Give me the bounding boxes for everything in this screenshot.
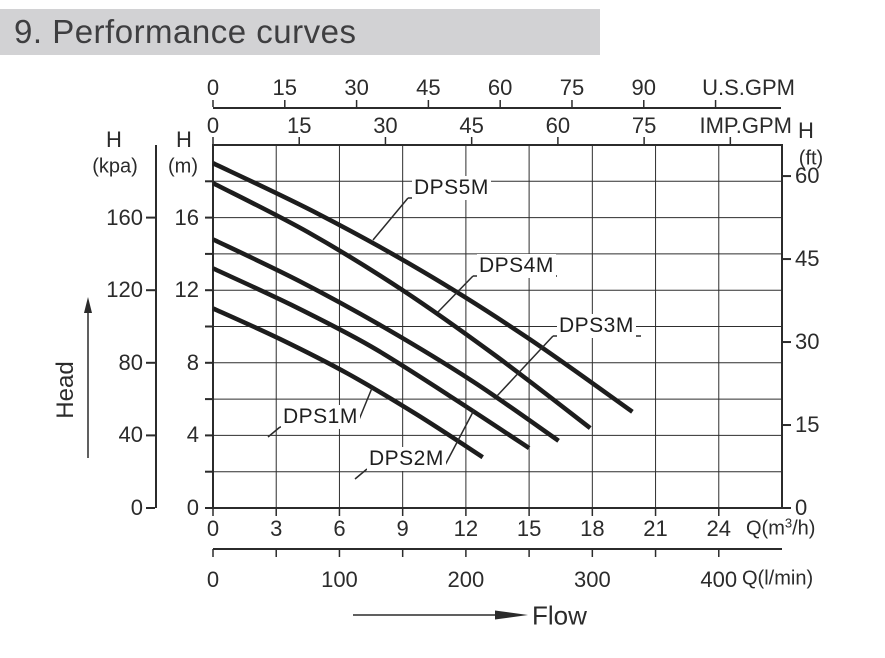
lmin-axis-unit: Q(l/min) bbox=[742, 567, 814, 590]
tick-label: 18 bbox=[580, 516, 605, 541]
tick-label: 80 bbox=[118, 349, 143, 375]
tick-label: 400 bbox=[700, 567, 738, 592]
tick-label: 9 bbox=[396, 516, 409, 541]
tick-label: 21 bbox=[643, 516, 668, 541]
tick-label: 15 bbox=[286, 113, 312, 138]
tick-label: 6 bbox=[333, 516, 346, 541]
m-axis-unit: (m) bbox=[168, 155, 198, 178]
tick-label: 8 bbox=[186, 349, 199, 375]
ft-axis-unit: (ft) bbox=[798, 147, 824, 170]
tick-label: 15 bbox=[516, 516, 542, 541]
tick-label: 0 bbox=[206, 75, 220, 100]
curve-dps2m bbox=[212, 266, 531, 450]
curve-label-dps4m: DPS4M bbox=[477, 254, 556, 278]
section-title-bar: 9. Performance curves bbox=[0, 9, 600, 55]
kpa-axis-symbol: H bbox=[106, 127, 122, 152]
tick-label: 15 bbox=[795, 412, 820, 438]
tick-label: 0 bbox=[186, 495, 199, 520]
tick-label: 40 bbox=[118, 422, 143, 448]
tick-label: 90 bbox=[631, 75, 657, 100]
tick-label: 160 bbox=[106, 204, 143, 230]
curve-label-dps5m: DPS5M bbox=[412, 176, 491, 200]
tick-label: 30 bbox=[344, 75, 369, 100]
page-title: 9. Performance curves bbox=[14, 13, 357, 50]
tick-label: 12 bbox=[453, 516, 479, 541]
curve-dps5m bbox=[212, 161, 634, 414]
tick-label: 120 bbox=[106, 277, 143, 303]
tick-label: 4 bbox=[186, 422, 199, 448]
tick-label: 30 bbox=[795, 329, 820, 355]
tick-label: 45 bbox=[795, 246, 820, 272]
us-gpm-axis-unit: U.S.GPM bbox=[702, 75, 795, 100]
tick-label: 15 bbox=[272, 75, 298, 100]
tick-label: 0 bbox=[206, 113, 220, 138]
tick-label: 0 bbox=[130, 495, 143, 520]
m3h-axis-unit: Q(m3/h) bbox=[746, 515, 816, 540]
tick-label: 30 bbox=[373, 113, 398, 138]
tick-label: 0 bbox=[206, 516, 220, 541]
tick-label: 75 bbox=[559, 75, 585, 100]
tick-label: 0 bbox=[206, 567, 220, 592]
tick-label: 60 bbox=[545, 113, 571, 138]
tick-label: 3 bbox=[270, 516, 283, 541]
tick-label: 45 bbox=[459, 113, 484, 138]
tick-label: 12 bbox=[174, 277, 199, 303]
curve-dps3m bbox=[212, 237, 560, 443]
kpa-axis-unit: (kpa) bbox=[92, 155, 138, 178]
curve-label-dps2m: DPS2M bbox=[367, 447, 446, 471]
imp-gpm-axis-unit: IMP.GPM bbox=[699, 113, 792, 138]
flow-axis-label: Flow bbox=[532, 600, 587, 631]
tick-label: 60 bbox=[795, 163, 820, 189]
head-axis-label: Head bbox=[52, 361, 79, 419]
right-head-axis-symbol: H bbox=[798, 118, 814, 143]
curve-label-dps1m: DPS1M bbox=[281, 405, 360, 429]
curve-dps4m bbox=[211, 181, 592, 430]
tick-label: 45 bbox=[416, 75, 441, 100]
tick-label: 60 bbox=[487, 75, 513, 100]
tick-label: 16 bbox=[174, 204, 199, 230]
tick-label: 75 bbox=[631, 113, 657, 138]
tick-label: 0 bbox=[795, 495, 808, 520]
m-axis-symbol: H bbox=[176, 127, 192, 152]
curve-dps1m bbox=[212, 306, 484, 460]
tick-label: 24 bbox=[706, 516, 732, 541]
tick-label: 200 bbox=[447, 567, 485, 592]
tick-label: 300 bbox=[573, 567, 611, 592]
tick-label: 100 bbox=[321, 567, 358, 592]
curve-label-dps3m: DPS3M bbox=[557, 314, 636, 338]
